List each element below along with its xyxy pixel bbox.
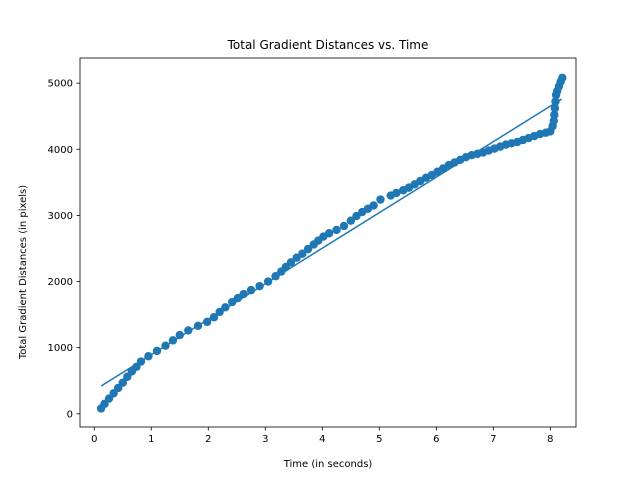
data-point	[246, 285, 256, 295]
y-tick-label: 1000	[48, 343, 73, 354]
plot-frame	[79, 57, 577, 428]
data-point	[215, 307, 224, 317]
data-point	[392, 188, 401, 198]
x-tick-label: 1	[148, 434, 154, 445]
y-axis-label: Total Gradient Distances (in pixels)	[18, 185, 29, 360]
scatter-points	[96, 73, 567, 413]
x-tick-label: 3	[262, 434, 268, 445]
data-point	[168, 336, 178, 345]
x-tick-label: 6	[433, 434, 439, 445]
data-point	[175, 330, 184, 340]
data-point	[202, 317, 212, 327]
data-point	[332, 225, 341, 235]
data-point	[550, 110, 559, 120]
data-point	[118, 378, 127, 387]
x-axis-ticks: 0 1 2 3 4 5 6 7 8	[91, 427, 554, 445]
data-point	[376, 195, 385, 204]
x-tick-label: 2	[205, 434, 211, 445]
data-point	[161, 341, 170, 350]
x-tick-label: 5	[376, 434, 382, 445]
data-point	[271, 272, 280, 281]
chart-title: Total Gradient Distances vs. Time	[227, 38, 429, 52]
data-point	[286, 258, 296, 267]
data-point	[303, 244, 313, 254]
data-point	[263, 277, 273, 286]
x-axis-label: Time (in seconds)	[283, 459, 373, 470]
data-point	[298, 249, 307, 258]
data-point	[346, 216, 356, 225]
data-point	[221, 303, 230, 312]
x-tick-label: 0	[91, 434, 97, 445]
data-point	[550, 104, 560, 113]
y-axis-ticks: 0 1000 2000 3000 4000 5000	[48, 79, 80, 420]
y-tick-label: 5000	[48, 79, 73, 90]
data-point	[152, 346, 162, 356]
data-point	[369, 201, 378, 210]
data-point	[324, 229, 334, 238]
x-tick-label: 8	[547, 434, 553, 445]
data-point	[339, 221, 349, 231]
y-tick-label: 0	[67, 409, 73, 420]
x-tick-label: 4	[319, 434, 325, 445]
data-point	[558, 73, 567, 83]
data-point	[193, 321, 203, 331]
data-point	[144, 352, 153, 361]
data-point	[209, 313, 219, 322]
x-tick-label: 7	[490, 434, 496, 445]
data-point	[551, 97, 560, 106]
y-tick-label: 3000	[48, 211, 73, 222]
data-point	[184, 326, 193, 335]
y-tick-label: 4000	[48, 145, 73, 156]
data-point	[239, 289, 248, 299]
data-point	[136, 357, 146, 366]
data-point	[255, 281, 264, 291]
y-tick-label: 2000	[48, 277, 73, 288]
